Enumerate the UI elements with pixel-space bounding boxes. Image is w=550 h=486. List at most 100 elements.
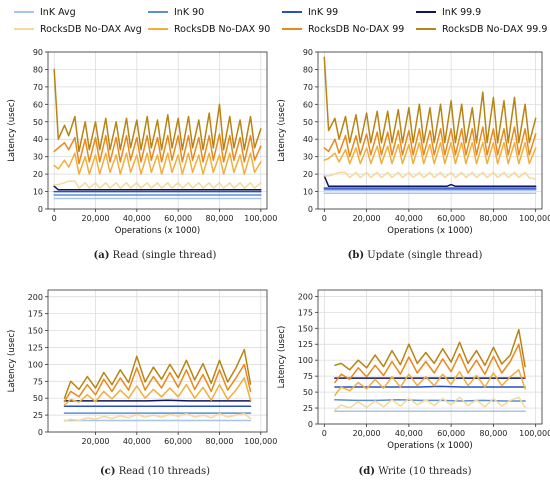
chart-legend: InK Avg InK 90 InK 99 InK 99.9 RocksDB No-DA…	[0, 0, 550, 40]
y-tick-label: 10	[303, 188, 313, 197]
x-tick-label: 80,000	[479, 429, 507, 438]
chart-svg: 0 25 50 75 100 125 150 175 200 0 20,000 40,000 60,00…	[277, 289, 550, 451]
y-tick-label: 90	[303, 48, 313, 57]
x-tick-label: 20,000	[353, 214, 381, 223]
legend-item: InK 90	[148, 4, 204, 20]
series-line-5	[63, 377, 252, 406]
chart-panel-write-10-threads: 0 25 50 75 100 125 150 175 200 0 20,000 40,000 60,00…	[270, 282, 550, 464]
y-tick-label: 125	[28, 343, 43, 352]
legend-swatch	[282, 28, 302, 30]
x-tick-label: 60,000	[164, 214, 192, 223]
plot-frame	[47, 51, 268, 210]
y-tick-label: 75	[303, 372, 313, 381]
y-tick-label: 0	[38, 428, 43, 437]
series-line-7	[334, 328, 526, 371]
legend-item: RocksDB No-DAX 99	[282, 21, 404, 37]
legend-item: RocksDB No-DAX 90	[148, 21, 270, 37]
chart-svg: 0 10 20 30 40 50 60 70 80 90 0 20,000 40,000 60,000 80…	[7, 48, 277, 236]
legend-label: InK 99	[308, 6, 339, 18]
y-tick-label: 25	[303, 404, 313, 413]
legend-label: InK 90	[174, 6, 205, 18]
series-line-6	[53, 133, 262, 165]
y-tick-label: 10	[33, 188, 43, 197]
chart-svg: 0 25 50 75 100 125 150 175 200 20,000 40,000 60,000…	[7, 289, 277, 446]
y-axis-label: Latency (usec)	[277, 326, 287, 389]
chart-svg: 0 10 20 30 40 50 60 70 80 90 0 20,000 40,000 60,000 80…	[277, 48, 550, 236]
caption-c: (c) Read (10 threads)	[20, 466, 290, 477]
legend-label: RocksDB No-DAX 99.9	[442, 23, 548, 35]
y-tick-label: 40	[303, 135, 313, 144]
x-tick-label: 80,000	[205, 437, 233, 446]
caption-c-tag: (c)	[99, 466, 116, 477]
series-line-5	[323, 141, 537, 165]
x-tick-label: 60,000	[164, 437, 192, 446]
x-tick-label: 0	[52, 214, 57, 223]
x-tick-label: 80,000	[479, 214, 507, 223]
y-tick-label: 100	[298, 356, 313, 365]
x-tick-label: 100,000	[519, 429, 550, 438]
y-axis-label: Latency (usec)	[7, 99, 17, 162]
y-tick-label: 75	[33, 377, 43, 386]
y-tick-label: 60	[33, 100, 43, 109]
legend-swatch	[282, 11, 302, 13]
series-line-4	[323, 171, 537, 181]
plot-frame	[317, 51, 543, 210]
x-tick-label: 100,000	[244, 214, 277, 223]
series-line-6	[323, 126, 537, 158]
legend-label: RocksDB No-DAX Avg	[40, 23, 142, 35]
series-line-3	[63, 399, 252, 402]
y-axis-label: Latency (usec)	[277, 99, 287, 162]
x-axis-label: Operations (x 1000)	[387, 441, 472, 451]
series-line-3	[53, 185, 262, 191]
y-tick-label: 50	[303, 118, 313, 127]
x-tick-label: 60,000	[437, 429, 465, 438]
series-line-4	[53, 180, 262, 189]
y-tick-label: 80	[303, 65, 313, 74]
legend-swatch	[416, 28, 436, 30]
y-tick-label: 150	[298, 324, 313, 333]
y-tick-label: 20	[33, 170, 43, 179]
y-tick-label: 20	[303, 170, 313, 179]
caption-a: (a) Read (single thread)	[20, 250, 290, 261]
x-tick-label: 60,000	[437, 214, 465, 223]
chart-panel-read-10-threads: 0 25 50 75 100 125 150 175 200 20,000 40,000 60,000…	[0, 282, 277, 464]
legend-item: RocksDB No-DAX 99.9	[416, 21, 547, 37]
y-tick-label: 200	[28, 293, 43, 302]
legend-label: InK Avg	[40, 6, 76, 18]
x-tick-label: 20,000	[82, 214, 110, 223]
y-tick-label: 50	[33, 118, 43, 127]
y-tick-label: 0	[308, 420, 313, 429]
legend-swatch	[416, 11, 436, 13]
x-tick-label: 40,000	[123, 214, 151, 223]
x-tick-label: 0	[322, 429, 327, 438]
y-tick-label: 30	[33, 153, 43, 162]
x-tick-label: 100,000	[244, 437, 277, 446]
caption-d-tag: (d)	[358, 466, 375, 477]
y-tick-label: 0	[38, 205, 43, 214]
caption-b: (b) Update (single thread)	[280, 250, 550, 261]
y-tick-label: 80	[33, 65, 43, 74]
series-line-4	[63, 412, 252, 422]
y-tick-label: 150	[28, 327, 43, 336]
caption-b-tag: (b)	[347, 250, 365, 261]
y-tick-label: 60	[303, 100, 313, 109]
y-tick-label: 25	[33, 411, 43, 420]
series-line-7	[63, 348, 252, 399]
legend-swatch	[148, 28, 168, 30]
x-axis-label: Operations (x 1000)	[387, 226, 472, 236]
y-tick-label: 40	[33, 135, 43, 144]
x-tick-label: 20,000	[82, 437, 110, 446]
y-axis-label: Latency (usec)	[7, 330, 17, 393]
legend-swatch	[14, 28, 34, 30]
x-tick-label: 40,000	[395, 429, 423, 438]
plot-frame	[317, 289, 543, 425]
y-tick-label: 125	[298, 340, 313, 349]
y-tick-label: 70	[303, 83, 313, 92]
series-line-5	[53, 152, 262, 175]
caption-b-text: Update (single thread)	[367, 250, 483, 261]
legend-label: RocksDB No-DAX 90	[174, 23, 271, 35]
series-line-5	[334, 369, 526, 397]
chart-panel-update-single-thread: 0 10 20 30 40 50 60 70 80 90 0 20,000 40,000 60,000 80…	[270, 44, 550, 249]
y-tick-label: 200	[298, 292, 313, 301]
series-line-6	[334, 343, 526, 384]
